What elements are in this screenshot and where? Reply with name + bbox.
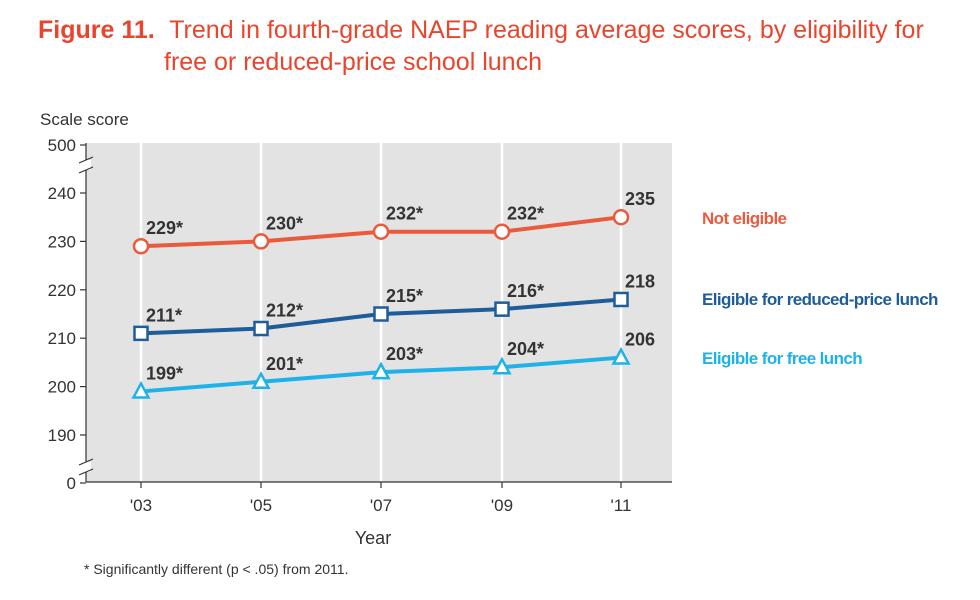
x-tick-label: '11 — [611, 496, 632, 515]
figure-title-line2: free or reduced-price school lunch — [164, 48, 542, 76]
data-point — [492, 356, 512, 375]
figure-title-line1: Trend in fourth-grade NAEP reading avera… — [169, 16, 924, 44]
y-tick-label: 190 — [48, 426, 76, 445]
y-tick-label: 500 — [48, 136, 76, 155]
data-point — [132, 237, 150, 255]
y-axis-title: Scale score — [40, 110, 129, 129]
data-point — [251, 371, 271, 390]
figure-label: Figure 11. — [38, 16, 155, 44]
data-label: 206 — [625, 330, 655, 350]
data-label: 232* — [507, 204, 544, 224]
data-label: 201* — [266, 354, 303, 374]
axis-break-gap — [81, 160, 91, 170]
footnote: * Significantly different (p < .05) from… — [84, 561, 349, 577]
figure-title: Figure 11. Trend in fourth-grade NAEP re… — [38, 14, 938, 78]
data-point — [252, 233, 270, 250]
axis-break-mark — [78, 468, 94, 476]
data-label: 215* — [386, 286, 423, 306]
y-tick-label: 230 — [48, 232, 76, 251]
x-tick-label: '09 — [491, 496, 513, 515]
data-point — [372, 223, 390, 240]
legend-label: Eligible for reduced-price lunch — [702, 290, 938, 309]
legend-label: Eligible for free lunch — [702, 349, 862, 368]
data-label: 232* — [386, 204, 423, 224]
data-point — [613, 291, 629, 308]
data-label: 230* — [266, 213, 303, 233]
y-tick-label: 0 — [67, 474, 76, 493]
axis-break-gap — [81, 462, 91, 472]
x-tick-label: '07 — [370, 496, 392, 515]
axis-break-mark — [78, 156, 94, 164]
data-point — [611, 346, 631, 365]
data-label: 204* — [507, 339, 544, 359]
data-point — [494, 301, 510, 317]
data-label: 212* — [266, 301, 303, 321]
y-tick-label: 210 — [48, 329, 76, 348]
y-tick-label: 220 — [48, 281, 76, 300]
data-point — [253, 320, 269, 337]
legend-label: Not eligible — [702, 209, 787, 228]
axis-break-mark — [78, 166, 94, 174]
x-axis-title: Year — [355, 528, 391, 548]
y-tick-label: 200 — [48, 378, 76, 397]
data-label: 216* — [507, 281, 544, 301]
data-label: 229* — [146, 218, 183, 238]
data-label: 199* — [146, 363, 183, 383]
data-label: 211* — [146, 305, 182, 325]
data-point — [612, 208, 630, 226]
data-point — [493, 223, 511, 240]
y-tick-label: 240 — [48, 184, 76, 203]
x-tick-label: '03 — [130, 496, 152, 515]
data-label: 235 — [625, 189, 655, 209]
data-point — [371, 361, 391, 380]
data-label: 218 — [625, 271, 655, 291]
data-point — [131, 380, 151, 399]
x-tick-label: '05 — [250, 496, 272, 515]
axis-break-mark — [78, 458, 94, 466]
data-label: 203* — [386, 344, 423, 364]
data-point — [373, 306, 389, 322]
data-point — [133, 325, 149, 342]
